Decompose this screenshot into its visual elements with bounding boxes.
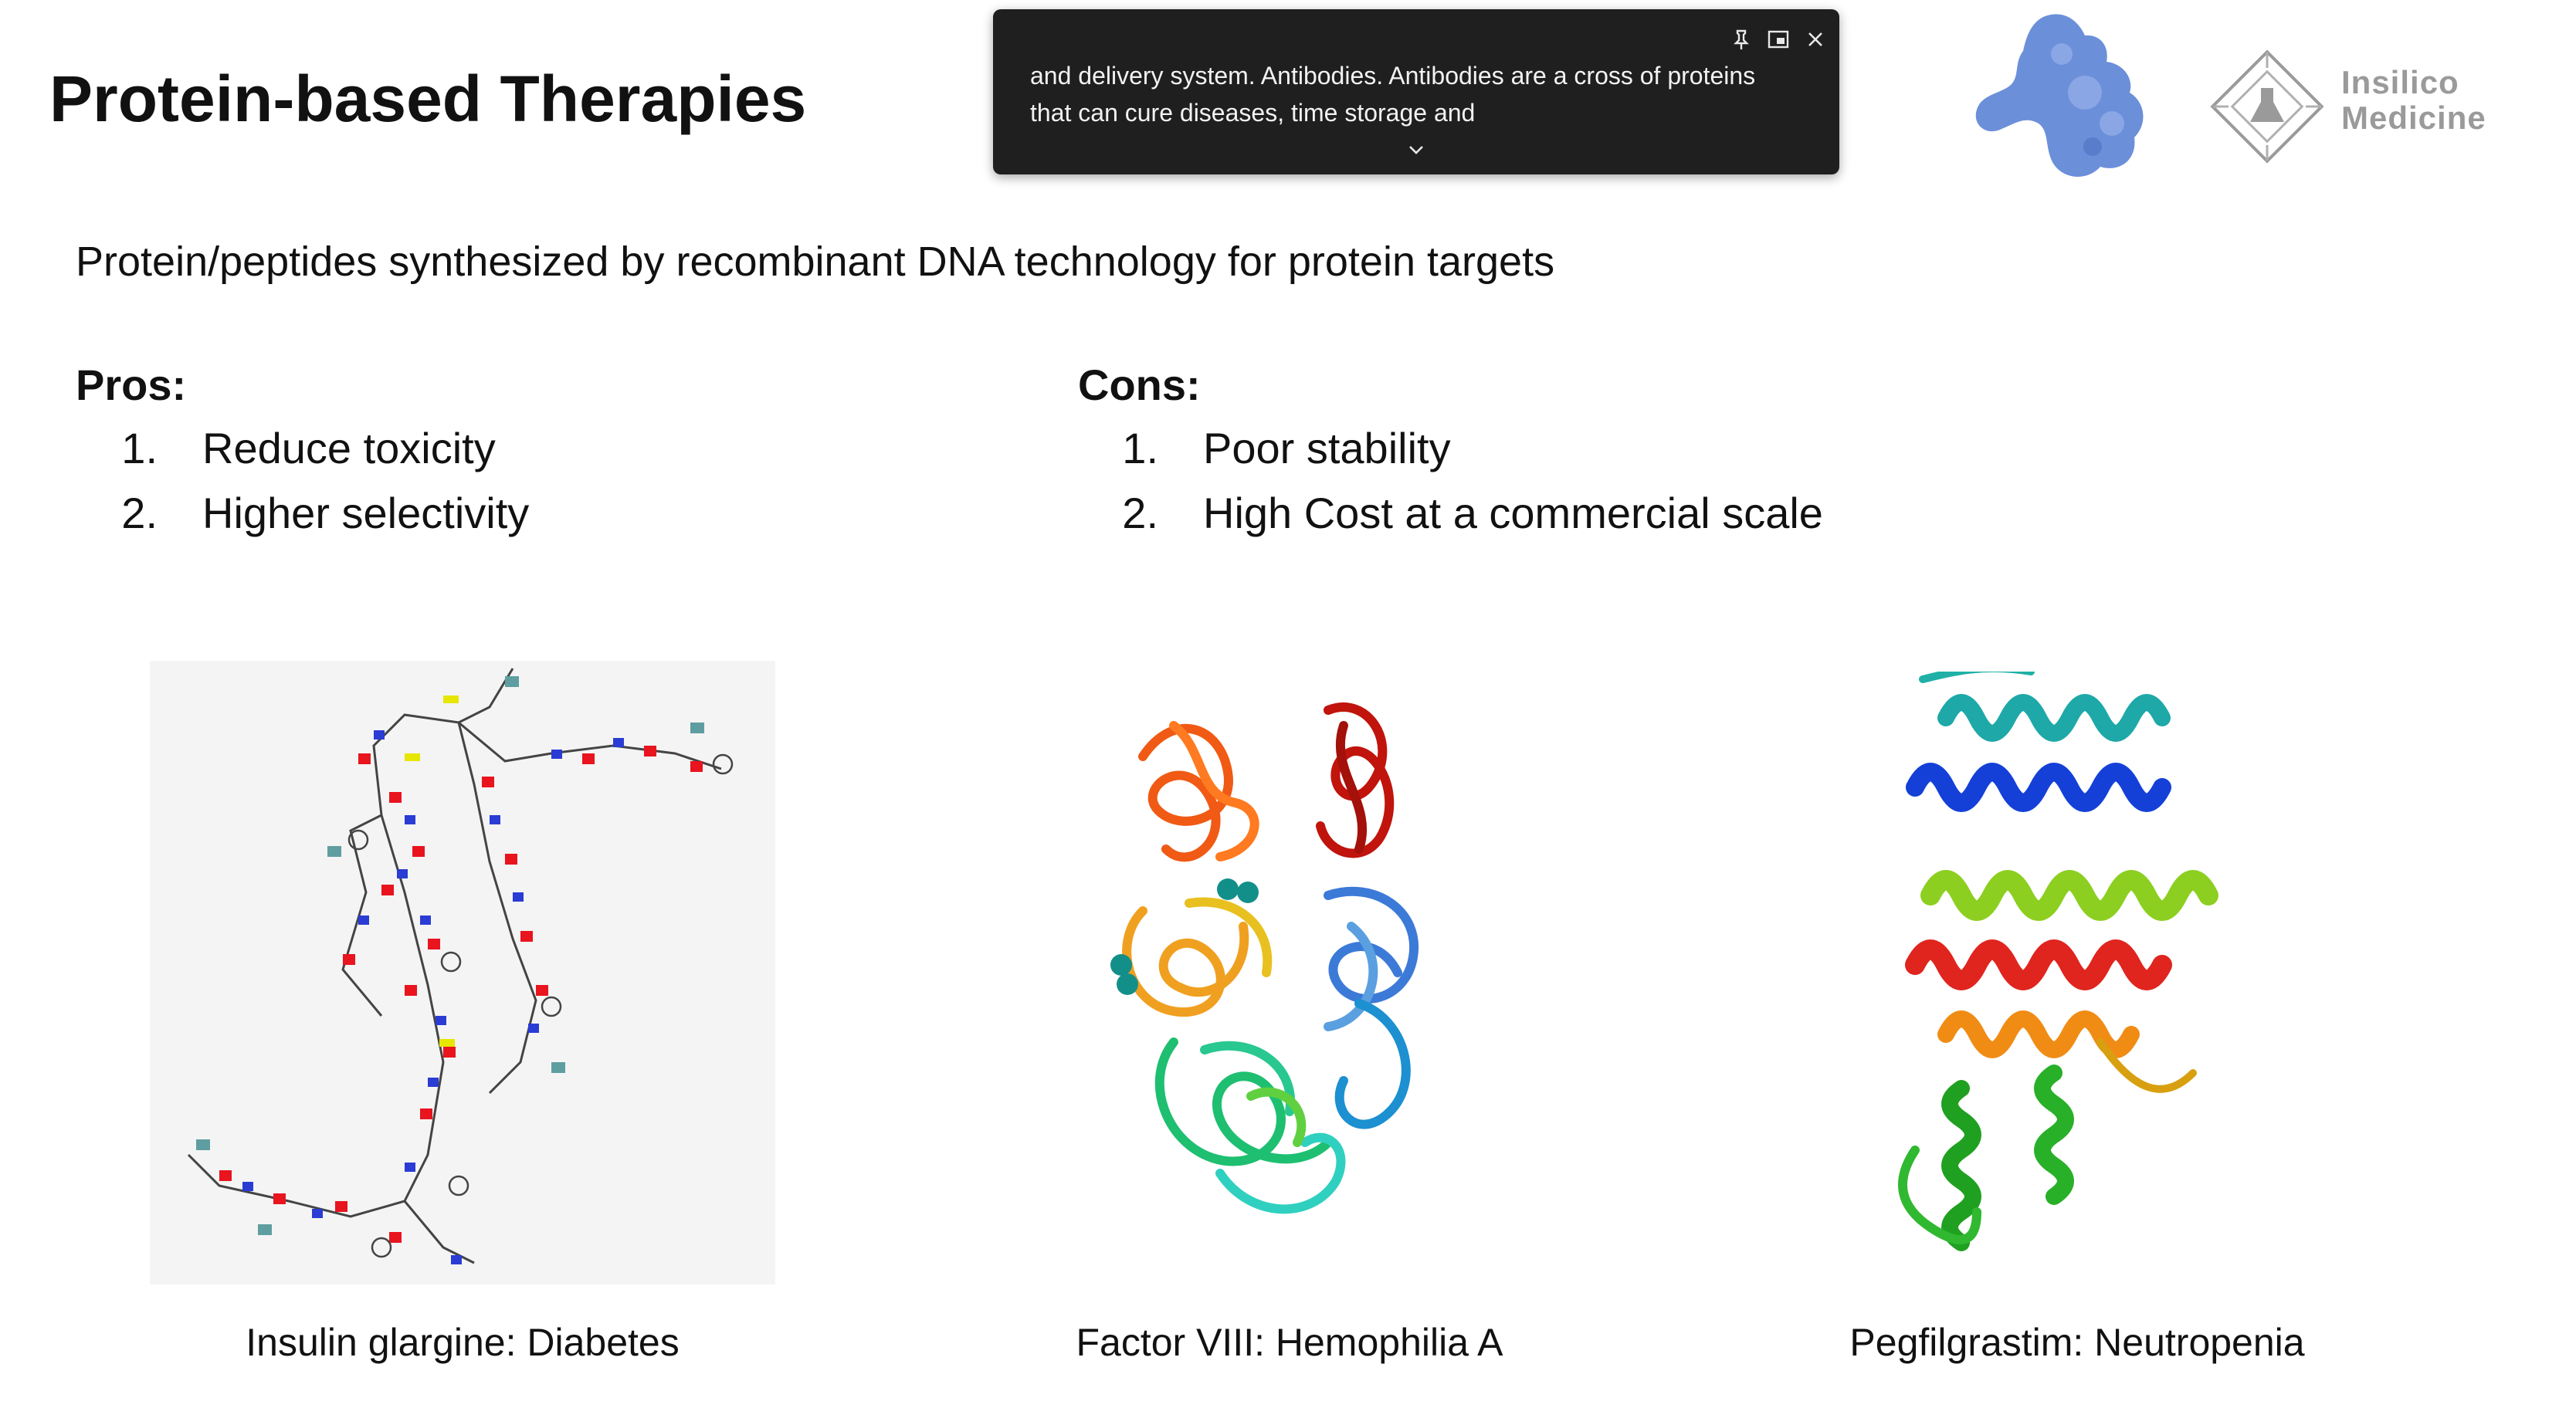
list-number: 1. <box>1122 424 1158 472</box>
slide-subtitle: Protein/peptides synthesized by recombin… <box>76 239 1555 285</box>
list-item: 2. High Cost at a commercial scale <box>1069 488 1823 538</box>
chip-flask-logo-icon <box>2202 42 2332 171</box>
chevron-down-icon[interactable] <box>1401 139 1432 162</box>
protein-blob-icon <box>1969 8 2154 185</box>
figure-caption: Factor VIII: Hemophilia A <box>1076 1321 1503 1364</box>
caption-line: that can cure diseases, time storage and <box>1030 99 1476 127</box>
pros-heading: Pros: <box>76 360 187 409</box>
caption-line: and delivery system. Antibodies. Antibod… <box>1030 62 1756 90</box>
live-caption-panel[interactable]: and delivery system. Antibodies. Antibod… <box>993 9 1839 174</box>
slide-title: Protein-based Therapies <box>49 63 807 135</box>
window-icon[interactable] <box>1765 26 1791 52</box>
pegfilgrastim-structure-image <box>1869 664 2301 1281</box>
list-text: Reduce toxicity <box>202 424 496 472</box>
figure-caption: Insulin glargine: Diabetes <box>246 1321 680 1364</box>
company-logo-text: Insilico Medicine <box>2341 65 2486 136</box>
list-text: Higher selectivity <box>202 489 530 537</box>
figure-caption: Pegfilgrastim: Neutropenia <box>1849 1321 2305 1364</box>
list-text: High Cost at a commercial scale <box>1203 489 1823 537</box>
list-number: 1. <box>121 424 158 472</box>
cons-heading: Cons: <box>1078 360 1201 409</box>
factor-viii-structure-image <box>1096 679 1467 1251</box>
pin-icon[interactable] <box>1728 26 1754 52</box>
list-number: 2. <box>121 489 158 537</box>
insulin-glargine-structure-image <box>150 661 775 1284</box>
list-number: 2. <box>1122 489 1158 537</box>
caption-text: and delivery system. Antibodies. Antibod… <box>1030 57 1787 131</box>
logo-line: Medicine <box>2341 100 2486 136</box>
list-text: Poor stability <box>1203 424 1451 472</box>
list-item: 1. Reduce toxicity <box>68 423 496 473</box>
list-item: 1. Poor stability <box>1069 423 1451 473</box>
close-icon[interactable] <box>1802 26 1829 52</box>
logo-line: Insilico <box>2341 64 2459 100</box>
list-item: 2. Higher selectivity <box>68 488 529 538</box>
